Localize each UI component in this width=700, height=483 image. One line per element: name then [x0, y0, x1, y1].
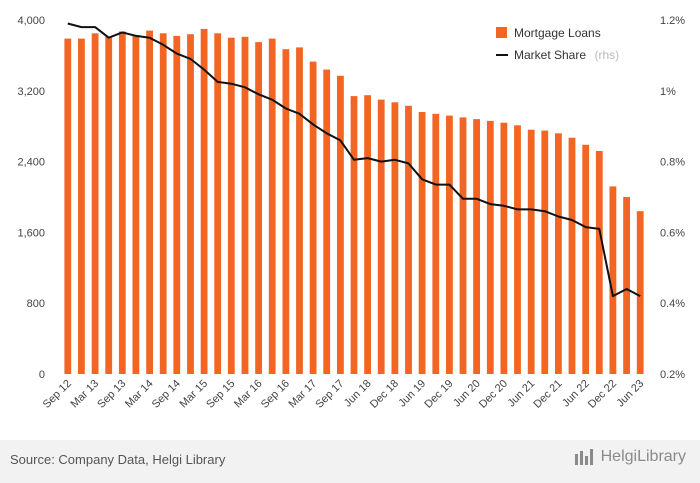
x-tick-label: Dec 20: [477, 378, 510, 411]
legend: Mortgage Loans Market Share (rhs): [496, 26, 619, 63]
bar-mortgage-loans: [568, 137, 576, 374]
brand: HelgiLibrary: [574, 448, 686, 466]
bar-mortgage-loans: [391, 102, 399, 375]
y-right-tick-label: 0.4%: [660, 298, 685, 310]
bar-mortgage-loans: [118, 31, 126, 374]
bar-mortgage-loans: [173, 35, 181, 375]
bar-mortgage-loans: [64, 38, 72, 374]
bar-mortgage-loans: [214, 33, 222, 375]
bar-mortgage-loans: [486, 120, 494, 375]
bar-mortgage-loans: [595, 151, 603, 374]
y-left-tick-label: 800: [27, 298, 45, 310]
bar-mortgage-loans: [187, 34, 194, 374]
y-left-tick-label: 4,000: [17, 15, 45, 27]
bar-mortgage-loans: [159, 33, 167, 375]
bar-mortgage-loans: [323, 69, 331, 374]
x-tick-label: Dec 21: [531, 378, 564, 411]
x-tick-label: Mar 14: [123, 378, 156, 411]
bar-mortgage-loans: [527, 129, 535, 374]
bar-mortgage-loans: [473, 119, 480, 374]
bar-mortgage-loans: [146, 30, 153, 374]
helgi-library-logo-icon: [574, 449, 593, 465]
bar-mortgage-loans: [609, 186, 617, 374]
x-tick-label: Dec 18: [368, 378, 401, 411]
bar-mortgage-loans: [78, 38, 85, 374]
source-note: Source: Company Data, Helgi Library: [10, 452, 226, 467]
bar-mortgage-loans: [541, 130, 549, 374]
bar-mortgage-loans: [459, 117, 467, 375]
x-tick-label: Mar 16: [232, 378, 265, 411]
x-tick-label: Sep 12: [41, 378, 74, 411]
legend-label-market-share-name: Market Share: [514, 48, 586, 62]
bar-mortgage-loans: [446, 115, 453, 374]
x-tick-label: Jun 23: [614, 378, 646, 410]
bar-mortgage-loans: [555, 133, 562, 374]
bar-mortgage-loans: [255, 42, 262, 374]
bar-mortgage-loans: [514, 125, 521, 374]
x-tick-label: Sep 13: [95, 378, 128, 411]
y-left-tick-label: 0: [39, 369, 45, 381]
bar-mortgage-loans: [91, 33, 99, 375]
bar-mortgage-loans: [500, 122, 508, 374]
y-right-tick-label: 0.8%: [660, 157, 685, 169]
bar-mortgage-loans: [296, 47, 303, 375]
x-tick-label: Mar 17: [287, 378, 320, 411]
x-tick-label: Mar 15: [178, 378, 211, 411]
bar-mortgage-loans: [623, 197, 630, 374]
bar-mortgage-loans: [309, 61, 317, 374]
market-share-line: [67, 22, 641, 298]
bar-mortgage-loans: [405, 105, 412, 375]
y-left-tick-label: 3,200: [17, 86, 45, 98]
bars-layer: [64, 28, 644, 375]
y-right-tick-label: 0.6%: [660, 227, 685, 239]
bar-mortgage-loans: [582, 144, 590, 374]
x-tick-label: Sep 14: [150, 378, 183, 411]
legend-label-market-share-rhs: (rhs): [594, 48, 619, 62]
y-left-tick-label: 2,400: [17, 157, 45, 169]
x-tick-label: Dec 22: [586, 378, 619, 411]
legend-swatch-mortgage-loans: [496, 27, 507, 38]
y-axis-left: 0 800 1,600 2,400 3,200 4,000: [17, 15, 45, 381]
legend-label-mortgage-loans: Mortgage Loans: [514, 26, 601, 40]
bar-mortgage-loans: [268, 38, 276, 374]
bar-mortgage-loans: [132, 35, 140, 374]
bar-mortgage-loans: [377, 99, 385, 374]
y-right-tick-label: 1%: [660, 86, 676, 98]
bar-mortgage-loans: [364, 95, 371, 374]
bar-mortgage-loans: [418, 112, 426, 374]
bar-mortgage-loans: [432, 113, 440, 375]
bar-mortgage-loans: [241, 36, 249, 375]
chart: 0 800 1,600 2,400 3,200 4,000 0.2% 0.4% 0.6% 0.8…: [17, 15, 685, 411]
bar-mortgage-loans: [636, 211, 644, 374]
y-left-tick-label: 1,600: [17, 227, 45, 239]
x-tick-label: Mar 13: [69, 378, 102, 411]
legend-label-market-share: Market Share (rhs): [514, 46, 619, 63]
x-tick-label: Sep 17: [313, 378, 346, 411]
bar-mortgage-loans: [227, 37, 235, 374]
bar-mortgage-loans: [337, 75, 344, 375]
bar-mortgage-loans: [200, 28, 208, 375]
bar-mortgage-loans: [282, 49, 290, 374]
y-right-tick-label: 1.2%: [660, 15, 685, 27]
x-tick-label: Dec 19: [422, 378, 455, 411]
bar-mortgage-loans: [350, 96, 358, 374]
y-axis-right: 0.2% 0.4% 0.6% 0.8% 1% 1.2%: [660, 15, 685, 381]
y-right-tick-label: 0.2%: [660, 369, 685, 381]
footer: [0, 440, 700, 483]
brand-name: HelgiLibrary: [600, 448, 686, 465]
x-tick-label: Sep 15: [204, 378, 237, 411]
x-tick-label: Sep 16: [259, 378, 292, 411]
bar-mortgage-loans: [105, 36, 113, 375]
